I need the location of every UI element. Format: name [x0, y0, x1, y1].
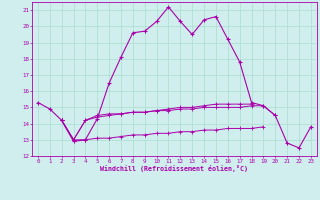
X-axis label: Windchill (Refroidissement éolien,°C): Windchill (Refroidissement éolien,°C)	[100, 165, 248, 172]
